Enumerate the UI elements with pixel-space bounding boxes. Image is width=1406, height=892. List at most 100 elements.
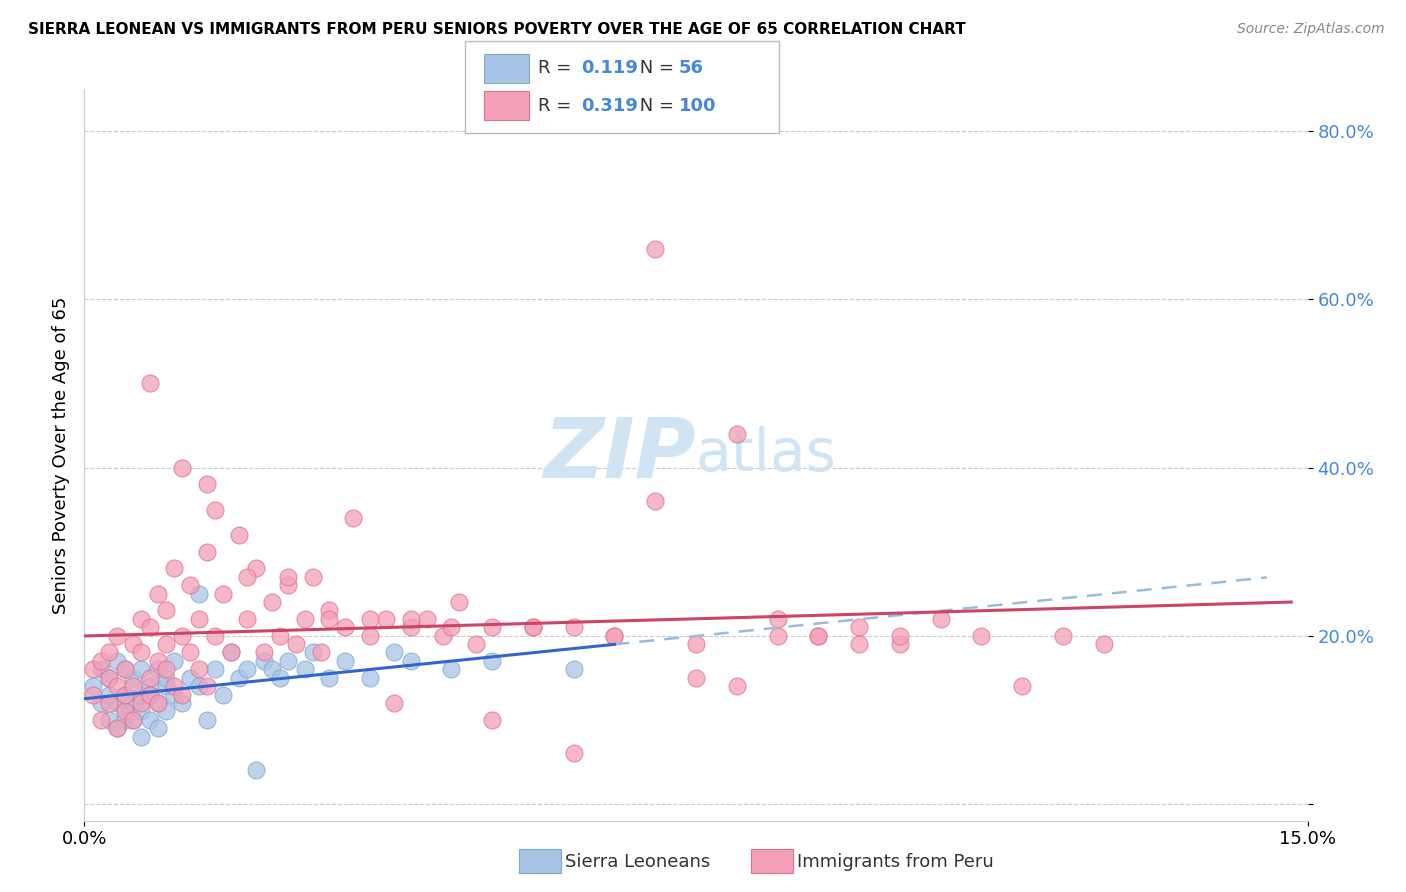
Point: [440, 620, 463, 634]
Point: [685, 671, 707, 685]
Point: [155, 662, 177, 676]
Point: [416, 612, 439, 626]
Point: [253, 645, 276, 659]
Point: [146, 696, 169, 710]
Point: [277, 570, 299, 584]
Point: [97, 713, 120, 727]
Point: [105, 679, 128, 693]
Point: [155, 671, 177, 685]
Text: SIERRA LEONEAN VS IMMIGRANTS FROM PERU SENIORS POVERTY OVER THE AGE OF 65 CORREL: SIERRA LEONEAN VS IMMIGRANTS FROM PERU S…: [28, 22, 966, 37]
Point: [82, 679, 104, 693]
Point: [179, 578, 201, 592]
Point: [163, 688, 186, 702]
Point: [260, 595, 283, 609]
Point: [1011, 679, 1033, 693]
Point: [562, 662, 585, 676]
Point: [163, 654, 186, 668]
Point: [131, 704, 153, 718]
Point: [131, 612, 153, 626]
Point: [105, 721, 128, 735]
Point: [114, 704, 136, 718]
Point: [204, 629, 226, 643]
Point: [138, 688, 160, 702]
Point: [97, 645, 120, 659]
Point: [1092, 637, 1115, 651]
Point: [1052, 629, 1074, 643]
Text: N =: N =: [634, 96, 681, 114]
Point: [219, 645, 242, 659]
Point: [399, 654, 422, 668]
Point: [138, 671, 160, 685]
Point: [522, 620, 544, 634]
Point: [766, 612, 789, 626]
Text: R =: R =: [538, 60, 578, 78]
Text: Immigrants from Peru: Immigrants from Peru: [797, 853, 994, 871]
Point: [172, 696, 194, 710]
Point: [155, 603, 177, 617]
Point: [114, 688, 136, 702]
Point: [318, 612, 340, 626]
Point: [807, 629, 830, 643]
Text: N =: N =: [634, 60, 681, 78]
Point: [253, 654, 276, 668]
Y-axis label: Seniors Poverty Over the Age of 65: Seniors Poverty Over the Age of 65: [52, 296, 70, 614]
Point: [163, 679, 186, 693]
Point: [848, 637, 870, 651]
Point: [212, 688, 235, 702]
Text: ZIP: ZIP: [543, 415, 696, 495]
Point: [114, 662, 136, 676]
Point: [138, 688, 160, 702]
Text: Sierra Leoneans: Sierra Leoneans: [565, 853, 710, 871]
Point: [269, 671, 291, 685]
Point: [481, 713, 503, 727]
Text: 0.319: 0.319: [581, 96, 637, 114]
Point: [155, 679, 177, 693]
Point: [105, 629, 128, 643]
Point: [318, 671, 340, 685]
Point: [195, 544, 218, 558]
Point: [131, 662, 153, 676]
Point: [146, 696, 169, 710]
Point: [449, 595, 471, 609]
Point: [122, 679, 145, 693]
Point: [603, 629, 626, 643]
Point: [90, 696, 112, 710]
Point: [301, 570, 323, 584]
Point: [464, 637, 486, 651]
Point: [260, 662, 283, 676]
Point: [122, 696, 145, 710]
Point: [138, 679, 160, 693]
Point: [481, 654, 503, 668]
Point: [245, 763, 267, 777]
Point: [277, 654, 299, 668]
Point: [146, 654, 169, 668]
Point: [105, 721, 128, 735]
Point: [309, 645, 332, 659]
Point: [114, 704, 136, 718]
Point: [848, 620, 870, 634]
Point: [285, 637, 308, 651]
Point: [155, 704, 177, 718]
Point: [236, 612, 259, 626]
Point: [105, 654, 128, 668]
Text: Source: ZipAtlas.com: Source: ZipAtlas.com: [1237, 22, 1385, 37]
Point: [432, 629, 454, 643]
Point: [399, 620, 422, 634]
Point: [204, 502, 226, 516]
Point: [318, 603, 340, 617]
Point: [146, 587, 169, 601]
Point: [90, 654, 112, 668]
Point: [399, 612, 422, 626]
Point: [172, 629, 194, 643]
Point: [187, 679, 209, 693]
Point: [236, 662, 259, 676]
Point: [725, 426, 748, 441]
Point: [342, 511, 364, 525]
Point: [97, 671, 120, 685]
Point: [889, 637, 911, 651]
Point: [82, 662, 104, 676]
Point: [82, 688, 104, 702]
Point: [359, 671, 381, 685]
Point: [105, 696, 128, 710]
Point: [146, 721, 169, 735]
